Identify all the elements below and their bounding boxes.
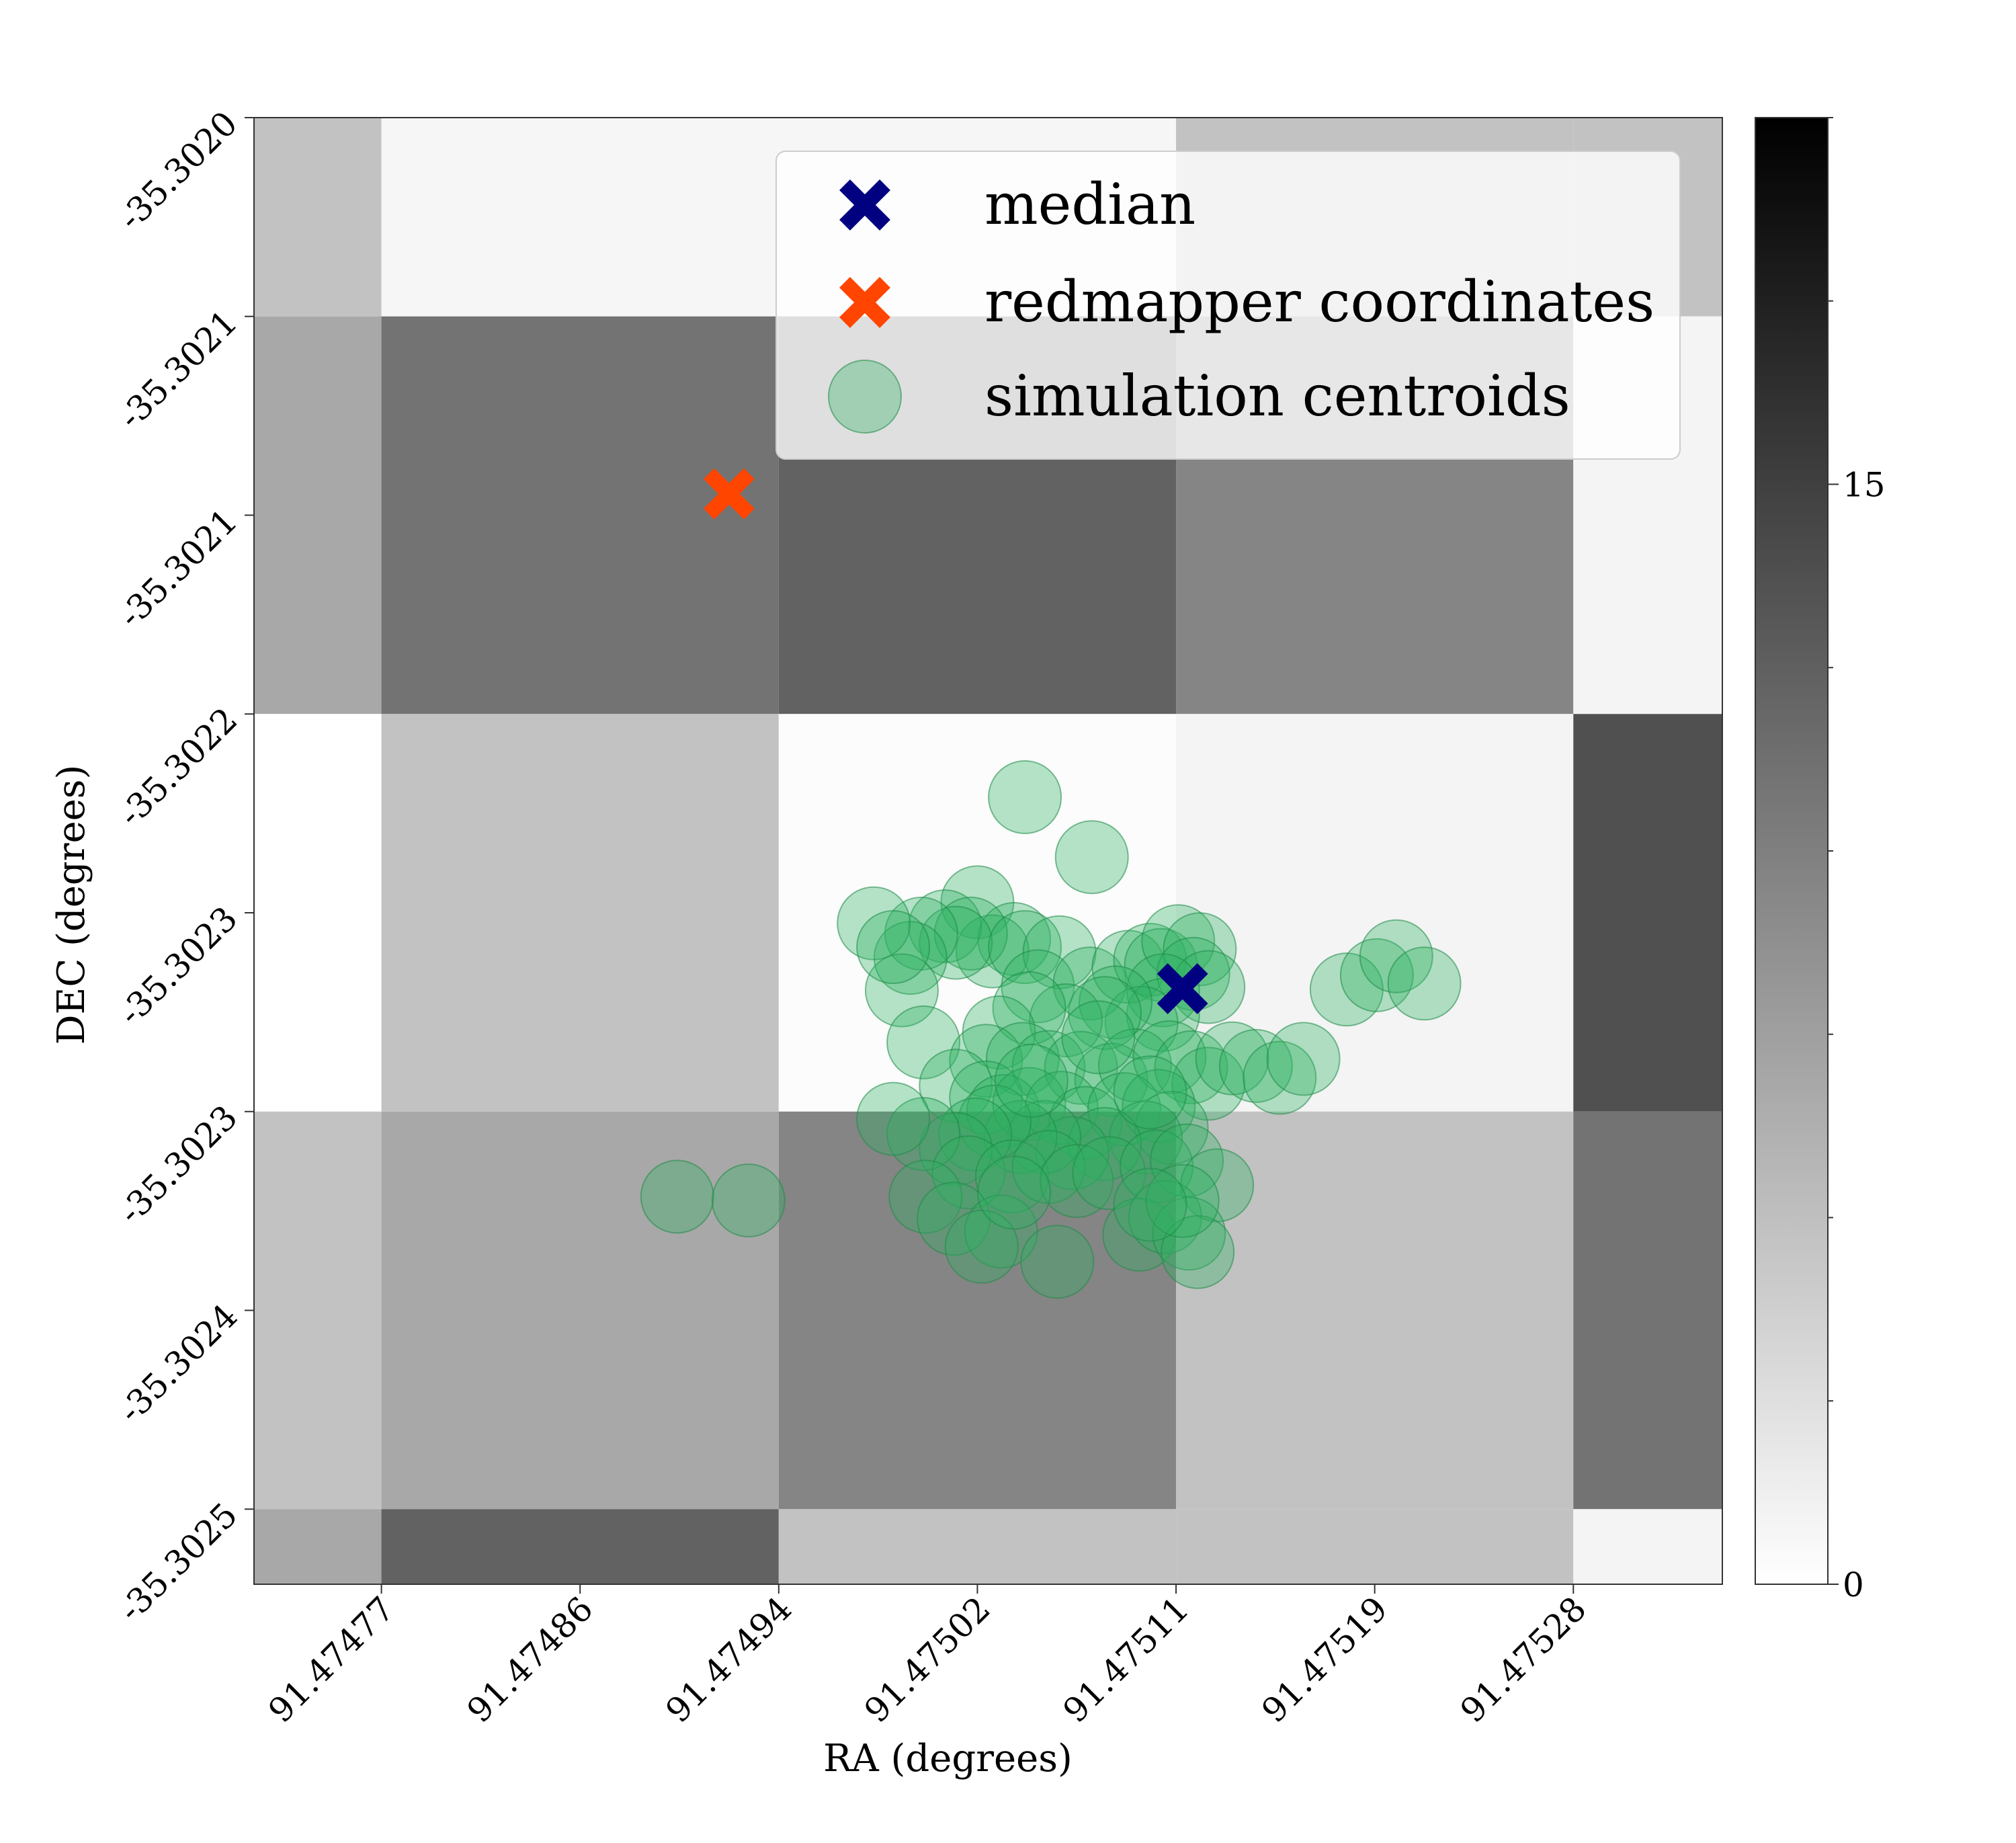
colorbar-gradient xyxy=(1755,117,1829,1585)
simulation-centroid-point xyxy=(1068,1106,1142,1181)
legend-symbol-circle xyxy=(828,360,902,434)
heatmap-cell xyxy=(381,1111,779,1510)
colorbar: 0 15 xyxy=(1755,117,1886,1604)
simulation-centroid-point xyxy=(974,1139,1049,1214)
legend-symbol-x xyxy=(839,277,890,328)
heatmap-cell xyxy=(381,1509,779,1584)
simulation-centroid-point xyxy=(1145,1163,1220,1238)
simulation-centroid-point xyxy=(856,1081,931,1156)
x-tick-label: 91.47511 xyxy=(1056,1589,1197,1730)
x-tick-label: 91.47502 xyxy=(857,1589,998,1730)
simulation-centroid-point xyxy=(711,1163,786,1237)
heatmap-cell xyxy=(1176,714,1574,1112)
y-tick-label: -35.3025 xyxy=(111,1496,245,1629)
heatmap-cell xyxy=(254,1111,382,1510)
markers-layer xyxy=(703,468,1208,1014)
heatmap-cell xyxy=(381,316,779,714)
simulation-centroid-point xyxy=(1154,1030,1228,1104)
simulation-centroid-point xyxy=(988,760,1062,835)
simulation-centroid-point xyxy=(1054,820,1129,895)
simulation-centroid-point xyxy=(1359,919,1433,993)
median-marker xyxy=(1157,963,1208,1014)
heatmap-cell xyxy=(1573,1509,1722,1584)
simulation-centroid-point xyxy=(1339,938,1414,1012)
y-tick-label: -35.3023 xyxy=(111,899,245,1032)
y-tick-label: -35.3021 xyxy=(111,302,245,436)
simulation-centroid-point xyxy=(856,910,931,985)
plot-frame xyxy=(253,117,1723,1585)
simulation-centroid-point xyxy=(908,889,982,964)
legend-entry-label: simulation centroids xyxy=(984,363,1570,429)
legend-symbol-x xyxy=(839,179,890,231)
simulation-centroid-point xyxy=(1195,1021,1269,1096)
simulation-centroid-point xyxy=(837,886,911,960)
x-tick-label: 91.47486 xyxy=(460,1589,601,1730)
simulation-centroid-point xyxy=(1171,1047,1246,1121)
x-tick-label: 91.47519 xyxy=(1254,1589,1395,1730)
heatmap-cell xyxy=(381,118,779,317)
y-tick-label: -35.3020 xyxy=(111,104,245,237)
x-axis-label: RA (degrees) xyxy=(823,1737,1073,1780)
simulation-centroid-point xyxy=(938,1097,1013,1172)
redmapper-coordinates-marker xyxy=(703,468,755,520)
simulation-centroid-point xyxy=(1061,1000,1136,1075)
simulation-centroid-point xyxy=(1266,1022,1341,1096)
heatmap-cell xyxy=(1573,1111,1722,1510)
heatmap-cell xyxy=(778,1509,1177,1584)
x-tick-label: 91.47528 xyxy=(1453,1589,1594,1730)
y-tick-label: -35.3024 xyxy=(111,1297,245,1430)
simulation-centroid-point xyxy=(1128,1180,1202,1254)
y-tick-label: -35.3021 xyxy=(111,501,245,635)
legend: median redmapper coordinates simulation ce… xyxy=(775,151,1681,460)
heatmap-cell xyxy=(1573,714,1722,1112)
simulation-centroid-point xyxy=(931,1135,1006,1210)
heatmap-cell xyxy=(381,714,779,1112)
x-tick-label: 91.47494 xyxy=(659,1589,800,1730)
simulation-centroid-point xyxy=(1122,1069,1196,1143)
simulation-centroid-point xyxy=(1113,1168,1187,1242)
simulation-centroid-point xyxy=(1020,1225,1095,1299)
heatmap-cell xyxy=(1176,1111,1574,1510)
simulation-centroid-point xyxy=(640,1159,714,1234)
heatmap-cell xyxy=(254,316,382,714)
heatmap-cell xyxy=(254,714,382,1112)
legend-box xyxy=(775,151,1681,460)
y-axis-label: DEC (degrees) xyxy=(50,765,93,1045)
simulation-centroid-point xyxy=(1132,1020,1207,1095)
simulation-centroid-point xyxy=(1387,946,1462,1021)
simulation-centroids-layer xyxy=(640,760,1462,1299)
simulation-centroid-point xyxy=(1072,1136,1146,1211)
simulation-centroid-point xyxy=(977,1155,1052,1230)
simulation-centroid-point xyxy=(988,910,1062,985)
colorbar-tick-label: 15 xyxy=(1843,466,1886,505)
legend-entry-label: redmapper coordinates xyxy=(984,269,1654,335)
simulation-centroid-point xyxy=(1163,912,1237,987)
simulation-centroid-point xyxy=(1161,1215,1235,1289)
simulation-centroid-point xyxy=(1152,1196,1226,1271)
simulation-centroid-point xyxy=(1074,1042,1148,1117)
simulation-centroid-point xyxy=(1048,1086,1123,1160)
legend-entry-label: median xyxy=(984,171,1195,237)
x-tick-label: 91.47477 xyxy=(261,1589,402,1730)
simulation-centroid-point xyxy=(983,1100,1058,1174)
heatmap-cell xyxy=(1176,1509,1574,1584)
simulation-centroid-point xyxy=(1079,965,1153,1040)
simulation-centroid-point xyxy=(1098,1028,1172,1103)
simulation-centroid-point xyxy=(1126,953,1200,1028)
y-tick-label: -35.3022 xyxy=(111,700,245,834)
simulation-centroid-point xyxy=(1040,1144,1114,1219)
simulation-centroid-point xyxy=(886,1005,961,1079)
y-axis-ticks: -35.3020 -35.3021 -35.3021 -35.3022 -35.3023… xyxy=(111,104,254,1629)
simulation-centroid-point xyxy=(1243,1040,1317,1115)
y-tick-label: -35.3023 xyxy=(111,1098,245,1231)
heatmap-cell xyxy=(254,118,382,317)
x-axis-ticks: 91.47477 91.47486 91.47494 91.47502 91.47511… xyxy=(261,1584,1594,1730)
simulation-centroid-point xyxy=(1113,1055,1187,1130)
simulation-centroid-point xyxy=(1218,1028,1293,1103)
simulation-centroid-point xyxy=(1001,949,1075,1024)
colorbar-tick-label: 0 xyxy=(1843,1565,1864,1604)
heatmap-cell xyxy=(254,1509,382,1584)
simulation-centroid-point xyxy=(994,1043,1068,1118)
